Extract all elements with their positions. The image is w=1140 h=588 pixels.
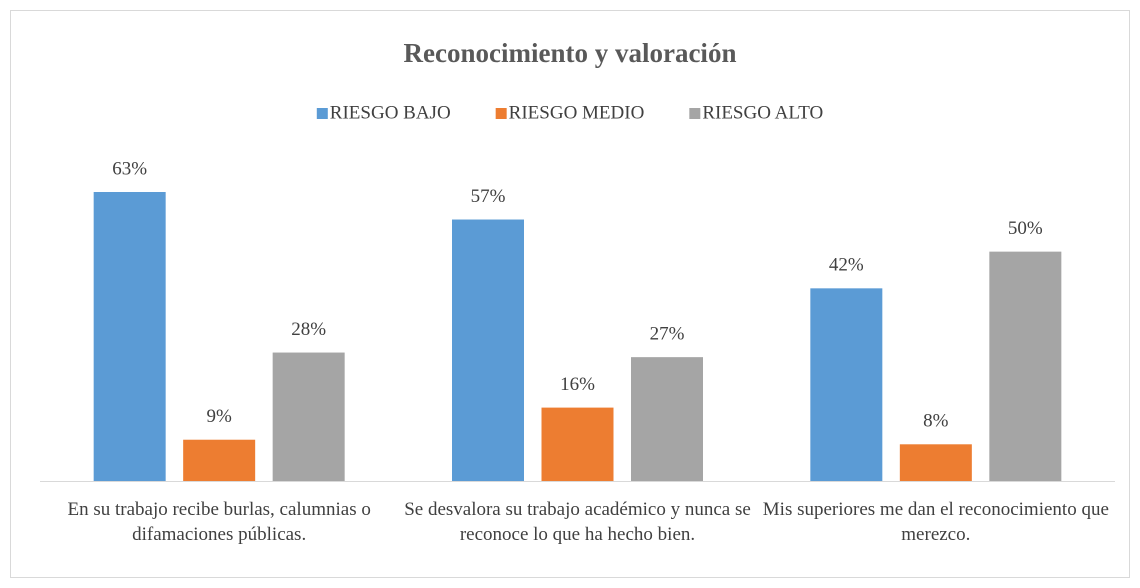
data-label: 9% [207,406,233,427]
data-label: 50% [1008,218,1043,239]
bar [452,219,524,481]
bar [93,192,166,481]
data-label: 28% [291,319,326,340]
bar [989,251,1062,481]
data-label: 57% [471,186,506,207]
bar [183,439,256,481]
bar [541,407,614,481]
bar [631,357,703,481]
legend-swatch [316,108,328,119]
legend-swatch [495,108,507,119]
legend-swatch [689,108,701,119]
bar [272,352,345,481]
chart-title: Reconocimiento y valoración [404,38,737,68]
data-label: 63% [112,158,147,179]
bar [899,444,972,481]
x-tick-label: Se desvalora su trabajo académico y nunc… [404,499,751,545]
legend-label: RIESGO MEDIO [509,102,645,123]
bar [810,288,883,481]
legend-label: RIESGO ALTO [702,102,823,123]
x-tick-label: En su trabajo recibe burlas, calumnias o… [67,499,371,545]
chart-border [10,10,1130,578]
x-tick-label: Mis superiores me dan el reconocimiento … [762,499,1109,545]
legend-label: RIESGO BAJO [330,102,451,123]
data-label: 8% [923,411,949,432]
data-label: 27% [650,324,685,345]
data-label: 16% [560,374,595,395]
data-label: 42% [829,255,864,276]
